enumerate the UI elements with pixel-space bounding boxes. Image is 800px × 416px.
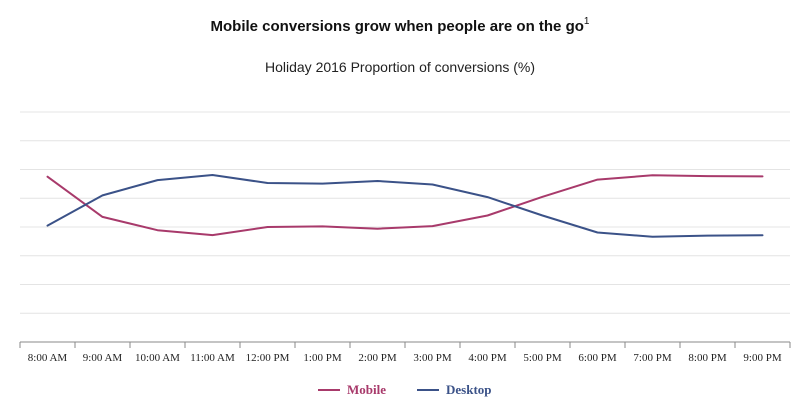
title-footnote: 1 [583,16,590,27]
chart-subtitle: Holiday 2016 Proportion of conversions (… [264,59,536,75]
chart-title-text: Mobile conversions grow when people are … [210,18,584,35]
series-line-mobile [46,174,764,237]
x-tick-label: 4:00 PM [468,352,506,364]
x-tick-label: 2:00 PM [358,352,396,364]
x-tick-label: 6:00 PM [578,352,616,364]
chart-legend: Mobile Desktop [318,382,492,397]
series-line-desktop [46,174,764,238]
legend-label-desktop[interactable]: Desktop [446,382,492,397]
x-tick-label: 1:00 PM [303,352,341,364]
chart-series [46,174,764,238]
x-tick-label: 7:00 PM [633,352,671,364]
x-tick-label: 10:00 AM [135,352,180,364]
chart-title: Mobile conversions grow when people are … [0,16,800,35]
x-tick-label: 8:00 AM [28,352,68,364]
legend-label-mobile[interactable]: Mobile [347,382,386,397]
x-tick-label: 12:00 PM [246,352,290,364]
x-tick-label: 9:00 PM [743,352,781,364]
x-tick-label: 11:00 AM [190,352,235,364]
x-tick-label: 9:00 AM [83,352,123,364]
x-tick-label: 8:00 PM [688,352,726,364]
grid-lines [20,111,790,314]
x-tick-label: 3:00 PM [413,352,451,364]
x-tick-label: 5:00 PM [523,352,561,364]
x-axis: 8:00 AM 9:00 AM 10:00 AM 11:00 AM 12:00 PM 1:… [19,341,791,364]
